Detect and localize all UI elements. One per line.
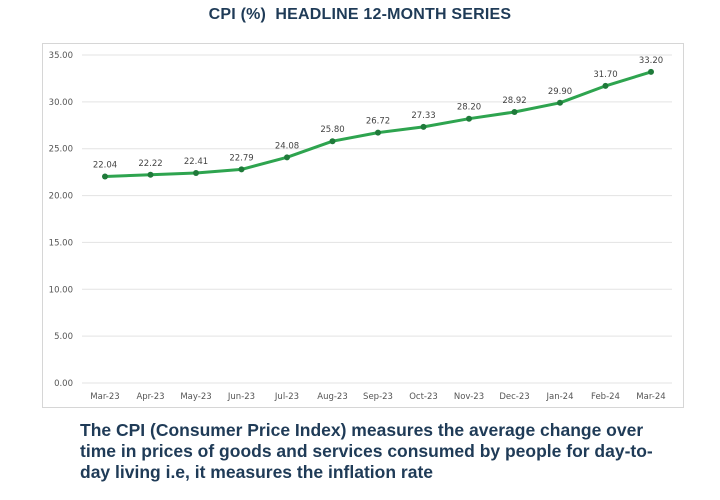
x-tick-label: Apr-23 bbox=[136, 392, 164, 402]
data-point bbox=[147, 171, 154, 178]
data-point bbox=[511, 108, 518, 115]
x-tick-label: Sep-23 bbox=[363, 392, 393, 402]
data-label: 22.22 bbox=[138, 159, 162, 169]
data-label: 28.92 bbox=[502, 96, 526, 106]
x-tick-label: Jul-23 bbox=[274, 392, 299, 402]
data-label: 22.41 bbox=[184, 157, 208, 167]
x-tick-label: Mar-24 bbox=[636, 392, 665, 402]
y-tick-label: 0.00 bbox=[54, 379, 73, 389]
y-tick-label: 30.00 bbox=[49, 98, 73, 108]
x-tick-label: Oct-23 bbox=[409, 392, 438, 402]
data-label: 22.04 bbox=[93, 160, 117, 170]
y-tick-label: 15.00 bbox=[49, 238, 73, 248]
data-point bbox=[648, 68, 654, 75]
data-point bbox=[329, 138, 336, 145]
chart-title: CPI (%) HEADLINE 12-MONTH SERIES bbox=[208, 6, 512, 23]
data-point bbox=[420, 123, 427, 130]
data-label: 27.33 bbox=[411, 111, 435, 121]
data-label: 22.79 bbox=[229, 153, 253, 163]
x-tick-label: Dec-23 bbox=[499, 392, 529, 402]
data-point bbox=[284, 154, 290, 161]
x-tick-label: Feb-24 bbox=[591, 392, 620, 402]
y-tick-label: 20.00 bbox=[49, 192, 73, 202]
y-tick-label: 5.00 bbox=[54, 332, 73, 342]
data-label: 29.90 bbox=[548, 87, 572, 97]
y-tick-label: 35.00 bbox=[49, 51, 73, 61]
data-label: 25.80 bbox=[320, 125, 344, 135]
data-point bbox=[193, 169, 199, 176]
x-tick-label: Nov-23 bbox=[454, 392, 484, 402]
data-label: 33.20 bbox=[639, 56, 663, 66]
x-tick-label: Aug-23 bbox=[317, 392, 347, 402]
data-point bbox=[102, 173, 108, 180]
data-label: 26.72 bbox=[366, 117, 390, 127]
data-label: 28.20 bbox=[457, 103, 481, 113]
data-point bbox=[602, 82, 609, 89]
data-point bbox=[238, 166, 245, 173]
x-tick-label: Mar-23 bbox=[90, 392, 119, 402]
data-label: 24.08 bbox=[275, 141, 299, 151]
data-point bbox=[557, 99, 563, 106]
y-tick-label: 25.00 bbox=[49, 145, 73, 155]
cpi-description: The CPI (Consumer Price Index) measures … bbox=[80, 420, 653, 482]
x-tick-label: Jan-24 bbox=[546, 392, 574, 402]
chart-frame bbox=[42, 43, 684, 408]
y-tick-label: 10.00 bbox=[49, 285, 73, 295]
x-tick-label: May-23 bbox=[180, 392, 211, 402]
x-tick-label: Jun-23 bbox=[227, 392, 255, 402]
cpi-line-chart: 0.00 5.00 10.00 15.00 20.00 25.00 30.00 35.00 Ma… bbox=[49, 51, 672, 402]
data-label: 31.70 bbox=[593, 70, 617, 80]
data-point bbox=[466, 115, 472, 122]
data-point bbox=[375, 129, 381, 136]
